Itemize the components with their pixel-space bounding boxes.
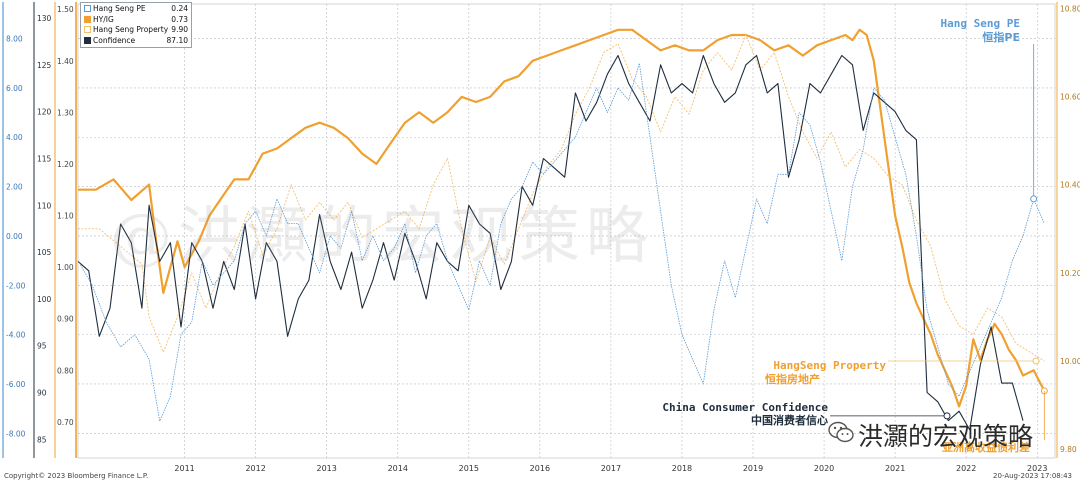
y-tick-label-confidence: 85 [37,435,47,444]
x-tick-label: 2014 [388,464,408,473]
y-tick-label-confidence: 130 [37,14,52,23]
legend-swatch-hyig [84,15,91,23]
series-line [77,62,1045,422]
x-tick-label: 2019 [743,464,763,473]
brand-text: 洪灝的宏观策略 [858,422,1034,451]
series-line [78,28,1046,408]
x-tick-label: 2011 [174,464,194,473]
y-tick-label-hyig: 1.40 [57,57,74,66]
y-tick-label-hyig: 0.90 [57,315,74,324]
y-tick-label-pe: -2.00 [6,281,26,290]
legend-label: HY/IG [93,14,114,24]
x-tick-label: 2023 [1027,464,1047,473]
series-line [77,54,1024,431]
y-tick-label-property: 9.80 [1060,445,1077,454]
y-tick-label-hyig: 1.00 [57,263,74,272]
y-tick-label-pe: 0.00 [6,232,23,241]
annotation-label: 恒指房地产 [765,372,820,386]
annotation-label: Hang Seng PE [941,17,1020,30]
y-tick-label-confidence: 100 [37,295,52,304]
y-tick-label-property: 10.80 [1060,4,1080,13]
y-tick-label-confidence: 90 [37,388,47,397]
y-tick-label-property: 10.00 [1060,357,1080,366]
annotation-label: China Consumer Confidence [662,401,828,414]
series-line [78,34,1045,362]
y-tick-label-confidence: 110 [37,201,52,210]
y-tick-label-confidence: 120 [37,108,52,117]
plot-frame [77,3,1056,459]
y-tick-label-property: 10.20 [1060,269,1080,278]
legend-label: Confidence [93,35,136,45]
legend-swatch-property [84,26,91,33]
annotation-label: 亚洲高收益债利差 [942,440,1030,454]
y-tick-label-pe: -8.00 [6,429,26,438]
y-tick-label-confidence: 105 [37,248,52,257]
legend-swatch-confidence [84,36,91,44]
x-tick-label: 2012 [245,464,265,473]
y-tick-label-hyig: 1.50 [57,5,74,14]
y-tick-label-hyig: 1.30 [57,108,74,117]
y-tick-label-pe: 2.00 [6,183,23,192]
annotation-label: HangSeng Property [773,359,886,372]
y-tick-label-pe: 4.00 [6,133,23,142]
annotation-marker-property [1032,357,1040,365]
legend-value: 87.10 [166,35,188,45]
legend-value: 0.24 [171,4,188,13]
legend-value: 0.73 [171,14,188,24]
y-tick-label-property: 10.40 [1060,181,1080,190]
x-tick-label: 2016 [530,464,550,473]
legend-swatch-pe [84,5,91,12]
legend-entry: Hang Seng PE 0.24 [84,4,188,15]
x-tick-label: 2020 [814,464,834,473]
y-tick-label-confidence: 95 [37,342,47,351]
y-tick-label-pe: 8.00 [6,35,23,44]
legend: Hang Seng PE 0.24 HY/IG 0.73 Hang Seng P… [80,2,192,48]
x-tick-label: 2018 [672,464,692,473]
y-tick-label-hyig: 0.80 [57,366,74,375]
y-tick-label-confidence: 115 [37,154,52,163]
annotation-label: 恒指PE [982,30,1020,44]
annotation-marker-pe [1030,195,1038,203]
footer-timestamp: 20-Aug-2023 17:08:43 [993,472,1072,480]
y-tick-label-pe: 6.00 [6,84,23,93]
legend-entry: Hang Seng Property 9.90 [84,25,188,36]
y-tick-label-hyig: 1.20 [57,160,74,169]
annotation-label: 中国消费者信心 [751,413,828,427]
legend-label: Hang Seng PE [93,4,146,13]
x-tick-label: 2017 [601,464,621,473]
y-tick-label-confidence: 125 [37,61,52,70]
y-tick-label-pe: -4.00 [6,331,26,340]
y-tick-label-pe: -6.00 [6,380,26,389]
legend-value: 9.90 [171,25,188,34]
annotation-marker-confidence [943,412,951,420]
y-tick-label-hyig: 0.70 [57,418,74,427]
x-tick-label: 2013 [317,464,337,473]
legend-entry: Confidence 87.10 [84,36,188,47]
legend-entry: HY/IG 0.73 [84,15,188,26]
y-tick-label-property: 10.60 [1060,93,1080,102]
y-tick-label-hyig: 1.10 [57,212,74,221]
wechat-icon [828,421,854,443]
x-tick-label: 2021 [885,464,905,473]
legend-label: Hang Seng Property [93,25,169,34]
x-tick-label: 2015 [459,464,479,473]
footer-copyright: Copyright© 2023 Bloomberg Finance L.P. [4,472,149,480]
x-tick-label: 2022 [956,464,976,473]
